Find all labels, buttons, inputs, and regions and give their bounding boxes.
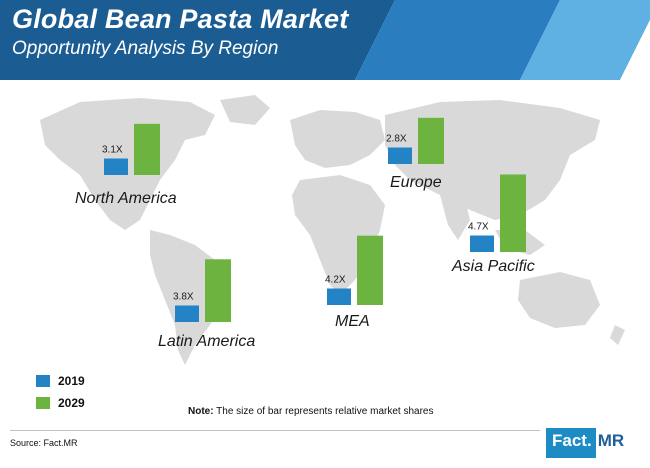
map-greenland xyxy=(220,95,270,125)
multiplier-label-north-america: 3.1X xyxy=(102,145,123,156)
multiplier-label-europe: 2.8X xyxy=(386,134,407,145)
logo-fact-text: Fact. xyxy=(546,428,596,458)
source-text: Source: Fact.MR xyxy=(10,438,78,448)
logo-mr-text: MR xyxy=(597,431,625,450)
bar-2019-europe xyxy=(388,147,412,164)
map-asia xyxy=(385,100,600,220)
region-label-latin-america: Latin America xyxy=(158,333,255,350)
multiplier-label-asia-pacific: 4.7X xyxy=(468,222,489,233)
factmr-logo: Fact. MR xyxy=(546,428,642,458)
chart-title: Global Bean Pasta Market xyxy=(12,4,349,34)
bar-layer: 3.1X North America 2.8X Europe 4.7X Asia Paci… xyxy=(75,117,535,350)
world-map xyxy=(40,95,625,365)
bar-2029-north-america xyxy=(134,123,160,175)
note-text: The size of bar represents relative mark… xyxy=(213,406,434,417)
legend-swatch-2029 xyxy=(36,397,50,409)
legend-item-2019: 2019 xyxy=(36,370,85,392)
map-india xyxy=(440,195,470,240)
legend-item-2029: 2029 xyxy=(36,392,85,414)
chart-note: Note: The size of bar represents relativ… xyxy=(188,406,433,417)
bar-2029-europe xyxy=(418,117,444,164)
region-label-asia-pacific: Asia Pacific xyxy=(451,258,535,275)
bar-2019-latin-america xyxy=(175,305,199,322)
header-background xyxy=(0,0,650,80)
bar-2029-latin-america xyxy=(205,259,231,322)
map-new-zealand xyxy=(610,325,625,345)
map-australia xyxy=(518,272,600,328)
multiplier-label-latin-america: 3.8X xyxy=(173,292,194,303)
bar-2019-north-america xyxy=(104,158,128,175)
region-label-europe: Europe xyxy=(390,174,442,191)
legend-label-2029: 2029 xyxy=(58,396,85,410)
region-label-north-america: North America xyxy=(75,190,177,207)
world-map-chart: 3.1X North America 2.8X Europe 4.7X Asia Paci… xyxy=(40,95,625,365)
header-banner: Global Bean Pasta Market Opportunity Ana… xyxy=(0,0,650,80)
bar-2029-mea xyxy=(357,235,383,305)
bar-2019-asia-pacific xyxy=(470,235,494,252)
multiplier-label-mea: 4.2X xyxy=(325,275,346,286)
legend-label-2019: 2019 xyxy=(58,374,85,388)
legend-swatch-2019 xyxy=(36,375,50,387)
bar-2029-asia-pacific xyxy=(500,174,526,252)
bar-2019-mea xyxy=(327,288,351,305)
footer-divider xyxy=(10,430,540,431)
chart-subtitle: Opportunity Analysis By Region xyxy=(12,38,279,59)
note-prefix: Note: xyxy=(188,406,214,417)
legend: 2019 2029 xyxy=(36,370,85,414)
region-label-mea: MEA xyxy=(335,313,370,330)
map-europe xyxy=(290,110,385,168)
